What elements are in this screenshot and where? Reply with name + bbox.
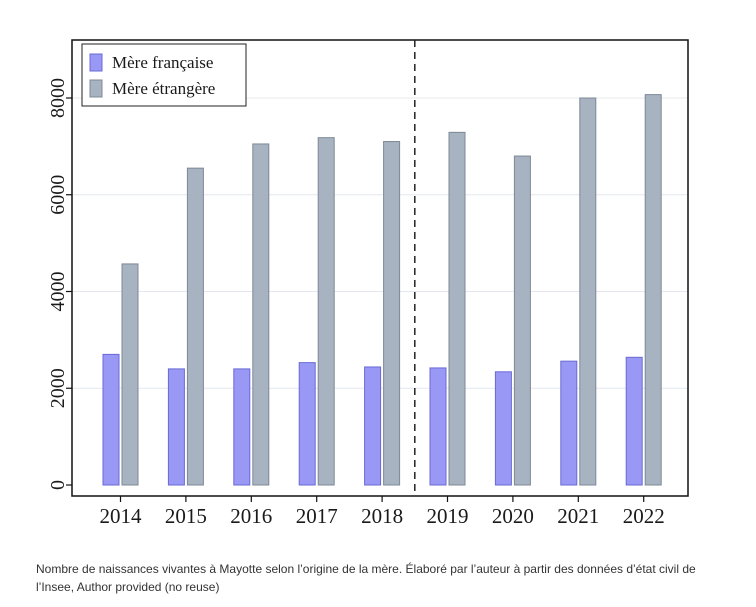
bar-mere-etrangere (121, 263, 139, 486)
y-tick-label: 8000 (47, 78, 69, 118)
legend-label: Mère étrangère (112, 79, 215, 98)
x-tick-label: 2018 (361, 504, 403, 528)
bar-mere-francaise (494, 371, 512, 486)
bar-mere-etrangere (252, 143, 270, 486)
plot-frame (71, 39, 689, 497)
bars (102, 94, 662, 486)
bar-mere-etrangere (383, 141, 401, 486)
bar-mere-etrangere (186, 167, 204, 486)
bar-mere-francaise (167, 368, 185, 486)
bar-mere-francaise (364, 366, 382, 486)
legend-box (81, 43, 247, 107)
bar-mere-etrangere (317, 137, 335, 486)
bar-mere-francaise (102, 353, 120, 486)
y-axis: 0 2000 4000 6000 8000 (47, 78, 72, 490)
bar-mere-francaise (625, 356, 643, 486)
chart-area: 0 2000 4000 6000 8000 2014 2015 2016 2017 2018 20… (47, 39, 689, 528)
x-tick-label: 2020 (492, 504, 534, 528)
figure-caption: Nombre de naissances vivantes à Mayotte … (36, 562, 696, 594)
y-tick-label: 0 (47, 480, 69, 490)
bar-mere-francaise (298, 362, 316, 486)
legend: Mère française Mère étrangère (81, 43, 247, 107)
bar-mere-etrangere (579, 97, 597, 486)
bar-mere-etrangere (644, 94, 662, 486)
bar-mere-francaise (429, 367, 447, 486)
legend-swatch (89, 53, 103, 72)
x-tick-label: 2021 (557, 504, 599, 528)
x-tick-label: 2014 (100, 504, 143, 528)
x-tick-label: 2019 (427, 504, 469, 528)
x-tick-label: 2015 (165, 504, 207, 528)
y-tick-label: 6000 (47, 175, 69, 215)
y-tick-label: 4000 (47, 272, 69, 312)
legend-swatch (89, 79, 103, 98)
x-axis: 2014 2015 2016 2017 2018 2019 2020 2021 2022 (100, 496, 665, 528)
legend-label: Mère française (112, 53, 213, 72)
bar-mere-francaise (560, 360, 578, 486)
x-tick-label: 2016 (230, 504, 272, 528)
x-tick-label: 2017 (296, 504, 338, 528)
bar-mere-etrangere (448, 131, 466, 486)
bar-mere-etrangere (513, 155, 531, 486)
x-tick-label: 2022 (623, 504, 665, 528)
y-tick-label: 2000 (47, 368, 69, 408)
bar-mere-francaise (233, 368, 251, 486)
